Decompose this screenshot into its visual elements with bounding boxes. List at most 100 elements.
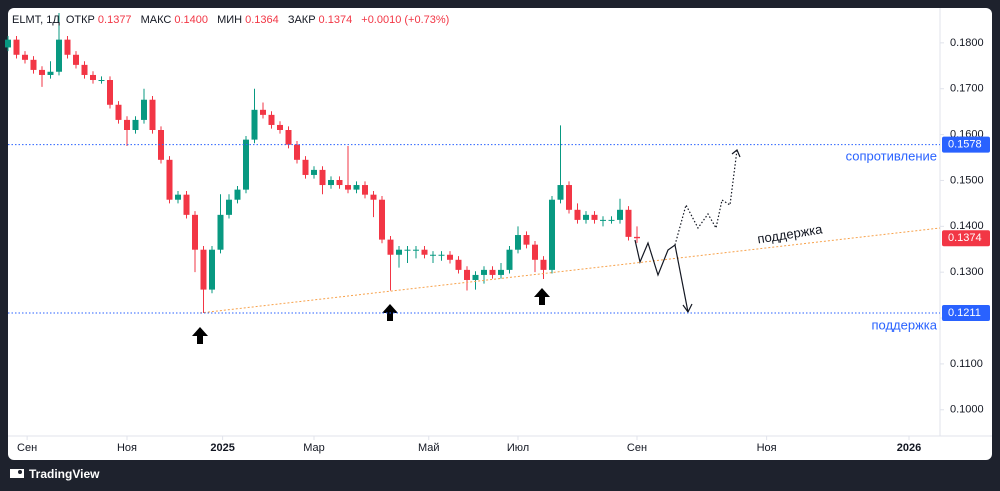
- candle-body: [345, 185, 351, 190]
- value: 0.1374: [318, 14, 353, 26]
- x-tick-label: Сен: [627, 442, 647, 454]
- candle-body: [430, 254, 436, 256]
- candle-body: [523, 235, 530, 245]
- y-tick-label: 0.1000: [950, 404, 984, 416]
- candle-body: [5, 39, 11, 48]
- annotation: сопротивление: [846, 148, 937, 163]
- candle-body: [81, 64, 88, 75]
- y-tick-label: 0.1100: [950, 358, 983, 370]
- price-tag: [942, 136, 990, 153]
- candle-body: [285, 130, 292, 145]
- x-tick-label: Сен: [17, 442, 37, 454]
- plot: [5, 13, 640, 313]
- candle-body: [251, 109, 258, 140]
- candle-body: [353, 185, 360, 190]
- candle-body: [98, 80, 105, 82]
- candle-body: [532, 244, 538, 260]
- candle-body: [557, 185, 564, 200]
- y-tick-label: 0.1400: [950, 220, 984, 232]
- candle-body: [336, 179, 343, 186]
- candle-body: [540, 259, 547, 270]
- candle-body: [370, 194, 377, 200]
- up-arrow: [192, 327, 208, 344]
- x-tick-label: Май: [418, 442, 440, 454]
- candle-body: [149, 99, 156, 130]
- candle-body: [47, 71, 54, 75]
- candle-body: [311, 169, 317, 175]
- candle-body: [617, 209, 623, 220]
- change: +0.0010 (+0.73%): [361, 14, 450, 26]
- label: ЗАКР: [287, 14, 316, 26]
- price-tag: [942, 230, 990, 247]
- y-tick-label: 0.1700: [950, 83, 984, 95]
- price-tag-label: 0.1211: [948, 307, 981, 319]
- label: ОТКР: [65, 14, 95, 26]
- candle-body: [498, 269, 504, 275]
- arrow-head: [682, 303, 693, 314]
- candle-body: [192, 214, 198, 250]
- candle-body: [574, 209, 581, 220]
- label: МИН: [217, 14, 243, 26]
- candle-body: [447, 254, 453, 260]
- candle-body: [591, 214, 598, 220]
- candle-body: [234, 189, 241, 200]
- legend-header: ELMT, 1Д ОТКР 0.1377 МАКС 0.1400 МИН 0.1364…: [12, 14, 455, 26]
- candle-body: [404, 249, 411, 251]
- x-tick-label: Ноя: [757, 442, 777, 454]
- candle-body: [634, 236, 640, 239]
- symbol: ELMT, 1Д: [12, 14, 60, 26]
- candle-body: [549, 199, 555, 270]
- candle-body: [64, 39, 71, 55]
- candle-body: [583, 214, 589, 220]
- chart-panel: [8, 8, 992, 460]
- candle-body: [277, 124, 283, 130]
- candle-body: [472, 274, 479, 280]
- candle-body: [464, 269, 470, 280]
- candle-body: [217, 214, 224, 250]
- candle-body: [13, 39, 20, 55]
- candle-body: [243, 139, 249, 190]
- candle-body: [124, 119, 130, 130]
- price-tag-label: 0.1374: [948, 232, 982, 244]
- candle-body: [481, 269, 487, 275]
- candle-body: [455, 259, 462, 270]
- candle-body: [226, 199, 232, 215]
- candle-body: [158, 130, 164, 160]
- candle-body: [608, 219, 615, 221]
- candle-body: [141, 99, 147, 120]
- candle-body: [328, 179, 334, 186]
- candle-body: [489, 269, 496, 275]
- brand: TradingView: [29, 467, 100, 481]
- candle-body: [268, 114, 275, 125]
- candle-body: [183, 194, 190, 215]
- value: 0.1364: [245, 14, 279, 26]
- x-tick-label: Ноя: [117, 442, 137, 454]
- candle-body: [209, 249, 215, 290]
- trend-line: [199, 227, 941, 314]
- value: 0.1400: [174, 14, 209, 26]
- price-tag: [942, 305, 990, 321]
- candle-body: [260, 109, 266, 115]
- candle-body: [132, 119, 139, 130]
- arrow-head: [731, 149, 741, 158]
- label: МАКС: [140, 14, 172, 26]
- candle-body: [625, 209, 632, 237]
- projection-up: [674, 149, 738, 246]
- x-tick-label: Июл: [507, 442, 529, 454]
- annotation: поддержка: [871, 317, 937, 332]
- candle-body: [413, 249, 419, 251]
- candle-body: [22, 54, 28, 60]
- candle-body: [600, 219, 606, 221]
- candle-body: [107, 80, 113, 105]
- candle-body: [515, 235, 521, 250]
- y-tick-label: 0.1500: [950, 174, 984, 186]
- x-tick-label: 2025: [210, 442, 234, 454]
- candle-body: [200, 249, 207, 290]
- candle-body: [566, 185, 572, 210]
- candle-body: [294, 144, 300, 160]
- candle-body: [175, 194, 181, 200]
- candle-body: [396, 249, 402, 255]
- x-tick-label: Мар: [303, 442, 325, 454]
- candle-body: [30, 59, 37, 70]
